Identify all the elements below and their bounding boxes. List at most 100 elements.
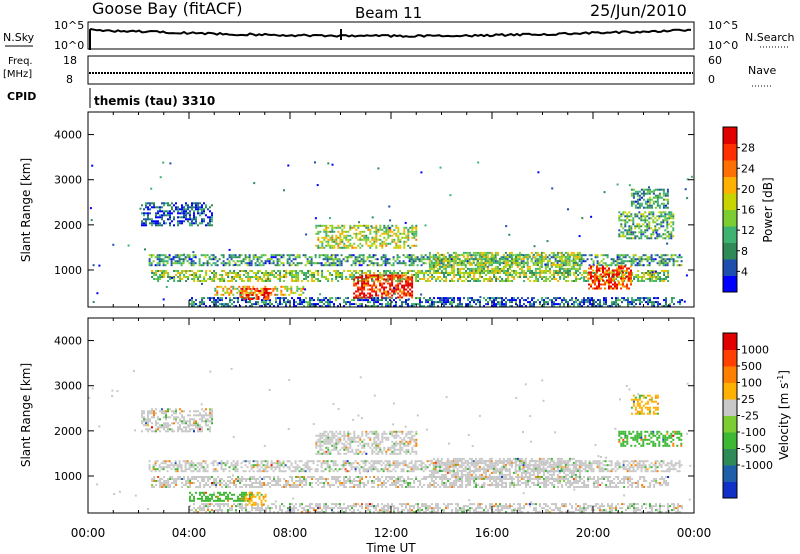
heatmap-cell (628, 231, 631, 234)
heatmap-cell (543, 276, 546, 278)
heatmap-cell (233, 276, 236, 278)
heatmap-cell (245, 296, 248, 298)
heatmap-cell (365, 234, 368, 237)
heatmap-cell (646, 200, 649, 203)
heatmap-cell (653, 305, 655, 308)
heatmap-cell (262, 470, 265, 473)
heatmap-cell (165, 412, 167, 415)
heatmap-cell (517, 272, 520, 274)
heatmap-cell (223, 270, 226, 272)
heatmap-cell (332, 262, 335, 265)
heatmap-cell (606, 256, 609, 259)
heatmap-cell (466, 267, 469, 270)
heatmap-cell (288, 262, 291, 265)
heatmap-cell (658, 196, 661, 199)
heatmap-cell (510, 263, 513, 266)
heatmap-cell (336, 254, 339, 257)
heatmap-cell (243, 270, 246, 272)
heatmap-cell (640, 188, 643, 191)
heatmap-cell (359, 280, 362, 282)
heatmap-cell (482, 263, 485, 266)
heatmap-cell (256, 256, 259, 259)
heatmap-cell (337, 230, 340, 233)
heatmap-cell (159, 418, 161, 421)
heatmap-cell (469, 276, 472, 278)
heatmap-cell (409, 276, 412, 279)
heatmap-cell (239, 292, 242, 294)
heatmap-cell (277, 278, 280, 280)
heatmap-cell (432, 265, 435, 268)
heatmap-cell (387, 301, 389, 304)
heatmap-cell (479, 301, 481, 304)
heatmap-cell (367, 305, 369, 308)
heatmap-cell (151, 206, 153, 209)
heatmap-cell (280, 464, 283, 467)
heatmap-cell (184, 258, 187, 261)
heatmap-cell (171, 202, 173, 205)
heatmap-cell (624, 254, 627, 257)
heatmap-cell (345, 236, 348, 239)
heatmap-cell (282, 462, 285, 465)
heatmap-cell (569, 299, 571, 302)
heatmap-cell (575, 299, 577, 302)
heatmap-cell (534, 269, 537, 272)
heatmap-cell (551, 305, 553, 308)
heatmap-cell (498, 263, 501, 266)
heatmap-cell (256, 464, 259, 467)
heatmap-cell (531, 303, 533, 306)
heatmap-cell (456, 253, 459, 256)
heatmap-cell (236, 468, 239, 471)
heatmap-cell (355, 294, 358, 297)
heatmap-cell (359, 236, 362, 239)
heatmap-cell (321, 242, 324, 245)
heatmap-cell (170, 462, 173, 465)
nsky-trace (89, 28, 692, 50)
heatmap-cell (205, 214, 207, 217)
nsearch-tick-low: 10^0 (708, 39, 738, 52)
heatmap-cell (250, 289, 253, 292)
heatmap-cell (201, 206, 203, 209)
heatmap-cell (492, 256, 495, 259)
heatmap-cell (241, 278, 244, 280)
heatmap-cell (383, 282, 386, 285)
heatmap-cell (242, 285, 245, 288)
heatmap-cell (399, 238, 402, 241)
heatmap-cell (654, 258, 657, 261)
heatmap-cell (208, 262, 211, 265)
heatmap-cell (185, 208, 187, 211)
heatmap-cell (155, 220, 157, 223)
heatmap-cell (190, 262, 193, 265)
heatmap-cell (264, 262, 267, 265)
heatmap-cell (189, 270, 192, 272)
heatmap-cell (501, 280, 504, 282)
heatmap-cell (180, 258, 183, 261)
heatmap-cell (151, 202, 153, 205)
heatmap-cell (270, 466, 273, 469)
heatmap-cell (403, 286, 406, 289)
heatmap-cell (434, 257, 437, 260)
heatmap-cell (598, 281, 600, 284)
station-title: Goose Bay (fitACF) (92, 0, 242, 18)
heatmap-cell (269, 292, 272, 294)
heatmap-cell (551, 299, 553, 302)
heatmap-cell (550, 256, 553, 259)
heatmap-cell (554, 269, 557, 272)
heatmap-cell (502, 267, 505, 270)
heatmap-cell (391, 224, 394, 227)
heatmap-cell (167, 214, 169, 217)
heatmap-cell (193, 303, 195, 306)
heatmap-cell (620, 287, 622, 290)
heatmap-cell (343, 270, 346, 272)
heatmap-cell (666, 219, 669, 222)
heatmap-cell (440, 271, 443, 274)
beam-title: Beam 11 (355, 4, 422, 22)
heatmap-cell (168, 466, 171, 469)
heatmap-cell (535, 280, 538, 282)
heatmap-cell (448, 262, 451, 265)
heatmap-cell (592, 287, 594, 290)
heatmap-cell (193, 274, 196, 276)
heatmap-cell (167, 430, 169, 433)
heatmap-cell (219, 303, 221, 306)
heatmap-cell (446, 257, 449, 260)
heatmap-cell (428, 251, 431, 254)
